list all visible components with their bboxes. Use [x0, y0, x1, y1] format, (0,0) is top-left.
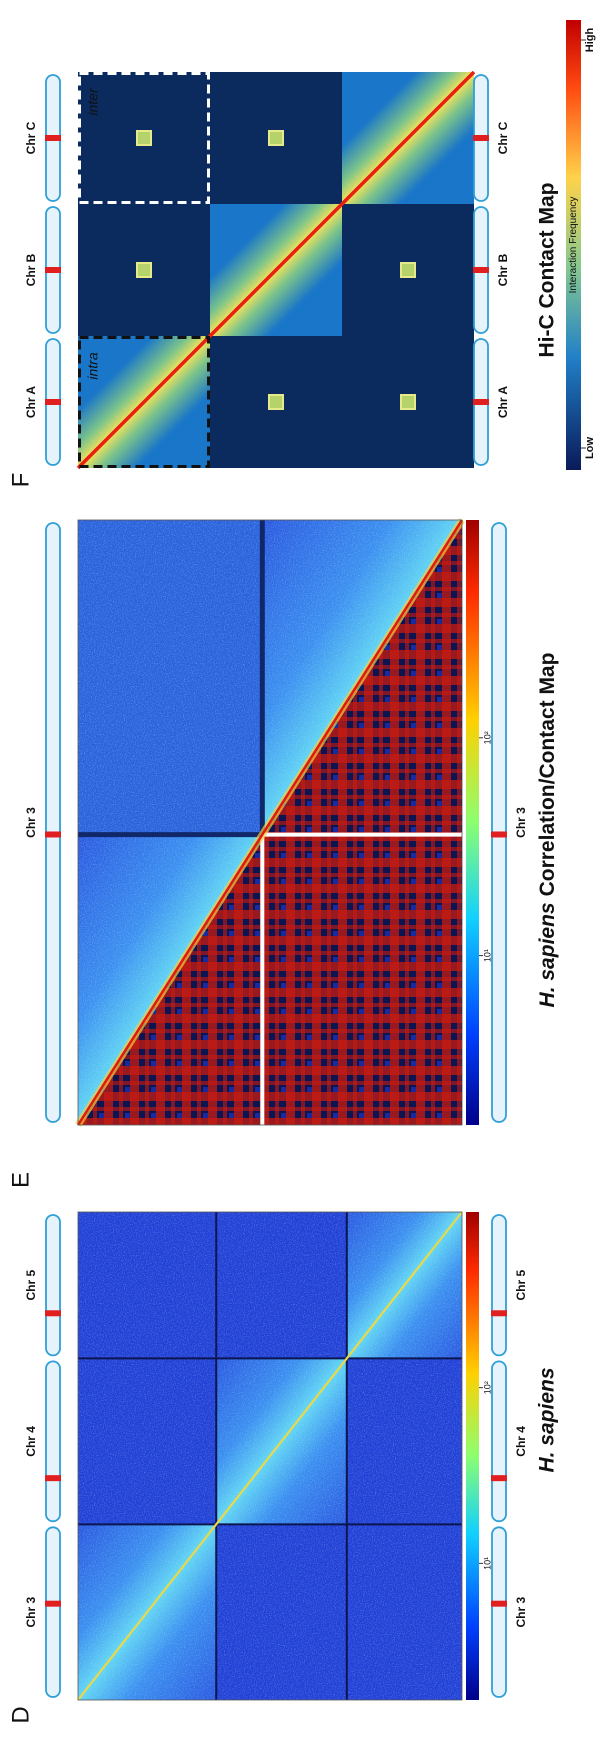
centromere — [473, 267, 489, 273]
title-text: Correlation/Contact Map — [536, 653, 559, 897]
inter-signal — [136, 130, 152, 146]
heatmap-frame — [77, 1211, 463, 1701]
panel-label: E — [7, 1172, 34, 1188]
chromosome-label: Chr C — [496, 121, 510, 154]
centromere — [45, 399, 61, 405]
chromosome-label: Chr 5 — [24, 1270, 38, 1301]
colorbar — [466, 1212, 479, 1700]
diagonal — [76, 70, 476, 470]
chromosome-ideogram — [45, 1214, 61, 1357]
chromosome-label: Chr 4 — [24, 1426, 38, 1457]
chromosome-ideogram — [491, 522, 507, 1123]
inter-signal — [136, 262, 152, 278]
centromere — [491, 831, 507, 838]
centromere — [45, 135, 61, 141]
diagonal — [77, 1211, 463, 1701]
inter-signal — [400, 394, 416, 410]
centromere — [473, 399, 489, 405]
chromosome-label: Chr A — [24, 386, 38, 419]
chromosome-ideogram — [491, 1214, 507, 1357]
colorbar-tick-label: 10¹ — [482, 1557, 492, 1570]
colorbar — [466, 520, 479, 1125]
panel-title: Hi-C Contact Map — [536, 183, 559, 358]
chromosome-label: Chr 4 — [514, 1426, 528, 1457]
chromosome-label: Chr 5 — [514, 1270, 528, 1301]
inter-signal — [400, 262, 416, 278]
chromosome-ideogram — [491, 1526, 507, 1698]
intra-box — [78, 336, 210, 468]
chromosome-label: Chr 3 — [514, 1597, 528, 1628]
centromere — [491, 1475, 507, 1482]
colorbar-high: High — [584, 28, 596, 53]
panel-title: H. sapiens — [536, 1367, 559, 1472]
chromosome-label: Chr C — [24, 121, 38, 154]
chromosome-label: Chr A — [496, 386, 510, 419]
title-italic: H. sapiens — [536, 902, 559, 1007]
colorbar-tick-label: 10² — [482, 1381, 492, 1394]
chromosome-label: Chr B — [24, 253, 38, 286]
colorbar-low: Low — [584, 437, 596, 459]
chromosome-ideogram — [45, 522, 61, 1123]
centromere — [45, 1475, 61, 1482]
colorbar-label: Interaction Frequency — [568, 197, 579, 294]
panel-label: F — [7, 473, 34, 488]
panel-title: H. sapiens Correlation/Contact Map — [536, 653, 559, 1008]
chromosome-ideogram — [491, 1360, 507, 1523]
chromosome-label: Chr 3 — [514, 807, 528, 838]
panel-label: D — [7, 1706, 34, 1723]
inter-signal — [268, 130, 284, 146]
colorbar — [566, 20, 581, 470]
centromere — [45, 267, 61, 273]
diagonal — [76, 519, 464, 1126]
chromosome-label: Chr 3 — [24, 1597, 38, 1628]
chromosome-ideogram — [45, 1526, 61, 1698]
chromosome-ideogram — [45, 1360, 61, 1523]
centromere — [491, 1310, 507, 1317]
centromere — [45, 1600, 61, 1607]
inter-box — [78, 72, 210, 204]
heatmap-frame — [77, 519, 463, 1126]
box-label: intra — [85, 352, 101, 379]
centromere — [473, 135, 489, 141]
box-label: inter — [85, 87, 101, 116]
chromosome-label: Chr 3 — [24, 807, 38, 838]
chromosome-label: Chr B — [496, 253, 510, 286]
inter-signal — [268, 394, 284, 410]
centromere — [45, 831, 61, 838]
centromere — [45, 1310, 61, 1317]
colorbar-tick-label: 10¹ — [482, 949, 492, 962]
colorbar-tick-label: 10² — [482, 731, 492, 744]
centromere — [491, 1600, 507, 1607]
